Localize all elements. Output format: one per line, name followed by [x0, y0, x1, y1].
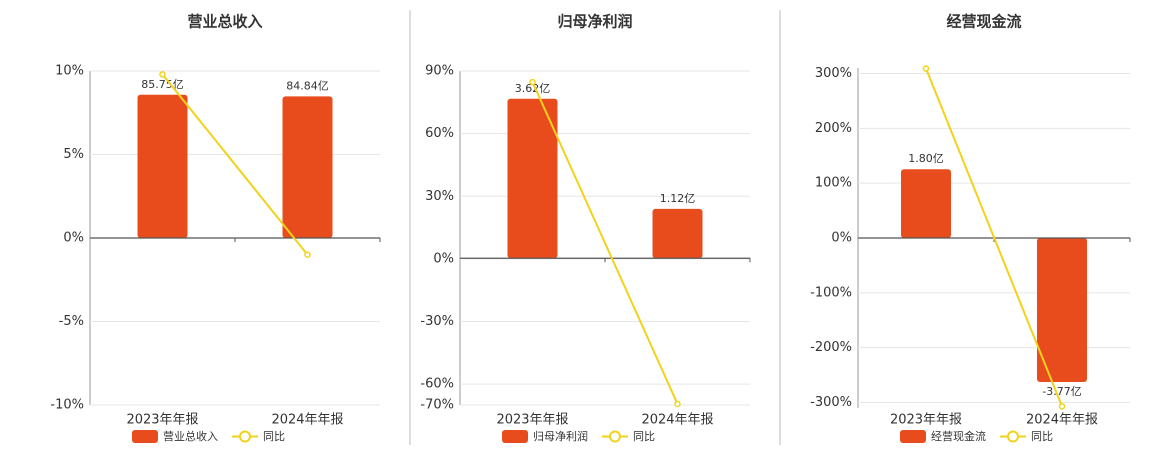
- value-label: 85.75亿: [141, 78, 184, 91]
- y-tick-label: 90%: [425, 64, 454, 79]
- y-tick-label: -100%: [810, 285, 852, 300]
- bar: [507, 98, 558, 259]
- legend-swatch: [502, 430, 528, 443]
- bar: [1037, 238, 1087, 383]
- line-marker: [529, 78, 536, 86]
- line: [531, 81, 679, 405]
- legend-swatch: [132, 430, 158, 443]
- legend-label: 同比: [1031, 430, 1053, 443]
- bar: [282, 96, 333, 238]
- legend-swatch: [609, 430, 621, 443]
- x-tick-label: 2023年年报: [126, 413, 198, 428]
- value-label: 84.84亿: [286, 79, 329, 92]
- legend-label: 同比: [263, 430, 285, 443]
- line-marker: [674, 400, 681, 408]
- bar: [652, 208, 703, 259]
- x-tick-label: 2023年年报: [496, 413, 568, 428]
- legend-label: 经营现金流: [931, 429, 986, 443]
- y-tick-label: 60%: [425, 126, 454, 141]
- y-tick-label: -60%: [420, 377, 454, 392]
- legend-swatch: [239, 430, 251, 443]
- x-tick-label: 2024年年报: [271, 413, 343, 428]
- x-tick-label: 2023年年报: [890, 413, 962, 428]
- y-tick-label: 100%: [815, 176, 852, 191]
- y-tick-label: 0%: [63, 231, 84, 246]
- x-tick-label: 2024年年报: [1026, 413, 1098, 428]
- value-label: 1.12亿: [660, 192, 696, 205]
- y-tick-label: -300%: [810, 395, 852, 410]
- chart-title: 归母净利润: [557, 13, 632, 31]
- y-tick-label: -30%: [420, 314, 454, 329]
- bar: [137, 94, 188, 238]
- line-marker: [922, 65, 930, 72]
- y-tick-label: -10%: [50, 398, 84, 413]
- legend-label: 营业总收入: [163, 429, 218, 443]
- y-tick-label: 10%: [55, 64, 84, 79]
- line: [925, 68, 1063, 407]
- y-tick-label: 0%: [433, 251, 454, 266]
- value-label: -3.77亿: [1042, 385, 1081, 398]
- legend-label: 归母净利润: [533, 429, 588, 443]
- bar: [901, 169, 951, 238]
- line: [161, 73, 309, 256]
- line-marker: [304, 251, 311, 258]
- y-tick-label: 5%: [63, 147, 84, 162]
- legend-swatch: [900, 430, 926, 443]
- chart-title: 营业总收入: [187, 13, 262, 31]
- y-tick-label: -70%: [420, 398, 454, 413]
- y-tick-label: 300%: [815, 66, 852, 81]
- value-label: 1.80亿: [908, 152, 944, 165]
- y-tick-label: -5%: [59, 314, 84, 329]
- x-tick-label: 2024年年报: [641, 413, 713, 428]
- legend-label: 同比: [633, 430, 655, 443]
- line-marker: [1058, 403, 1066, 410]
- y-tick-label: 30%: [425, 189, 454, 204]
- chart-title: 经营现金流: [946, 13, 1021, 31]
- y-tick-label: -200%: [810, 340, 852, 355]
- value-label: 3.62亿: [515, 82, 551, 95]
- legend-swatch: [1007, 430, 1019, 443]
- y-tick-label: 200%: [815, 121, 852, 136]
- line-marker: [159, 71, 166, 78]
- y-tick-label: 0%: [831, 231, 852, 246]
